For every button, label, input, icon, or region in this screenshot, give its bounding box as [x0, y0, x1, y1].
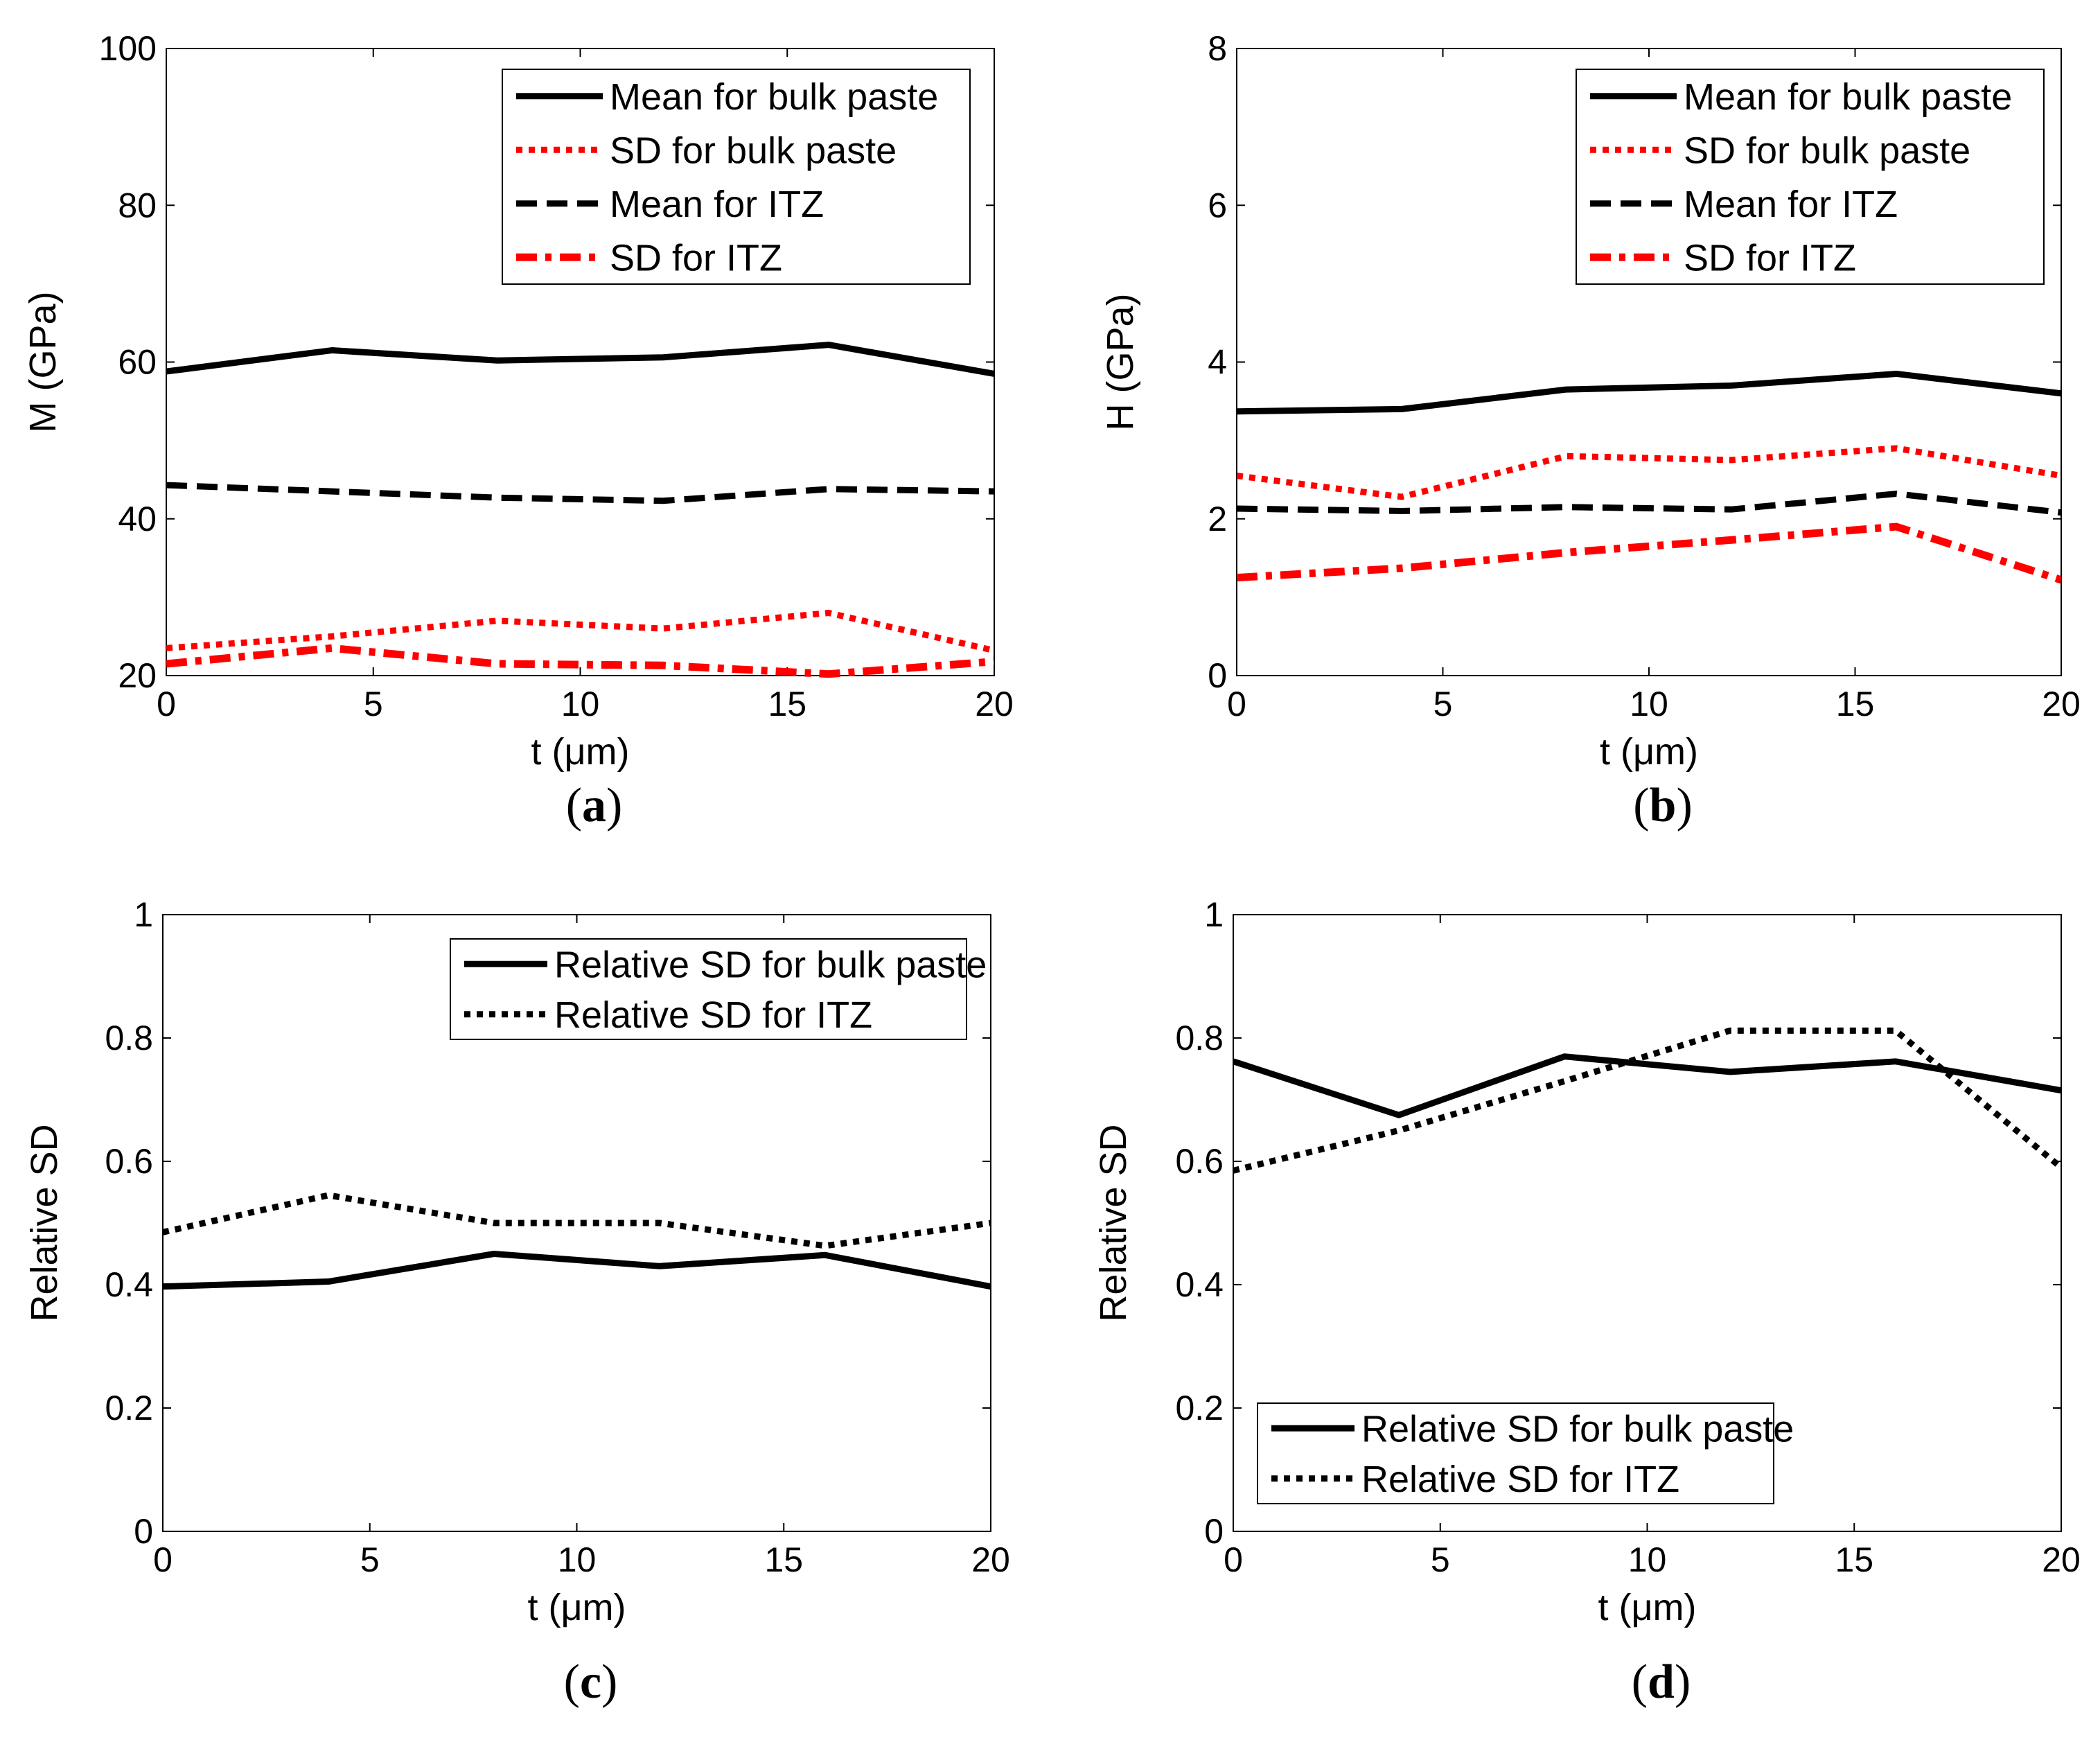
legend-box — [1576, 69, 2045, 285]
y-tick-label: 80 — [118, 186, 157, 225]
legend-entry: Mean for bulk paste — [1684, 76, 2012, 118]
series-line-3 — [1237, 491, 2061, 516]
series-line-3 — [166, 482, 994, 504]
y-tick-label: 0.2 — [1175, 1389, 1224, 1427]
legend-box — [1257, 1402, 1774, 1504]
x-tick-label: 10 — [561, 685, 600, 723]
x-tick-label: 0 — [1227, 685, 1246, 723]
y-tick-label: 20 — [118, 656, 157, 695]
legend-entry: Mean for ITZ — [610, 184, 824, 225]
x-tick-label: 15 — [1836, 685, 1875, 723]
legend: Relative SD for bulk paste Relative SD fo… — [1257, 1402, 1794, 1504]
x-tick-label: 20 — [975, 685, 1014, 723]
y-tick-label: 4 — [1208, 343, 1227, 382]
chart-panel-a: 0 5 10 15 20 20 40 60 80 100 t (μm) M (GPa) Mean for… — [22, 29, 1014, 832]
legend-entry: Mean for bulk paste — [610, 76, 938, 118]
x-tick-label: 20 — [2042, 685, 2081, 723]
x-axis-label: t (μm) — [531, 731, 629, 773]
x-tick-label: 0 — [153, 1540, 173, 1579]
series-line-4 — [166, 644, 994, 678]
y-tick-label: 0.2 — [105, 1389, 153, 1427]
x-tick-label: 10 — [1630, 685, 1668, 723]
series-line-2 — [1233, 1027, 2061, 1174]
series-line-2 — [166, 610, 994, 654]
y-tick-label: 0.4 — [105, 1265, 153, 1304]
legend: Relative SD for bulk paste Relative SD fo… — [450, 938, 987, 1040]
legend-entry: Relative SD for ITZ — [1361, 1459, 1679, 1500]
y-axis-label: M (GPa) — [22, 291, 64, 432]
chart-panel-d: 0 5 10 15 20 0 0.2 0.4 0.6 0.8 1 t (μm) Relative SD R… — [1093, 895, 2081, 1709]
series-line-1 — [1233, 1053, 2061, 1118]
x-tick-label: 20 — [971, 1540, 1010, 1579]
x-tick-label: 15 — [1835, 1540, 1873, 1579]
panel-label: (c) — [564, 1655, 618, 1709]
y-tick-label: 1 — [134, 895, 153, 934]
y-tick-label: 0.8 — [105, 1019, 153, 1057]
panel-label: (d) — [1632, 1655, 1691, 1709]
y-tick-label: 2 — [1208, 500, 1227, 538]
legend-entry: SD for bulk paste — [610, 130, 897, 171]
x-tick-label: 15 — [764, 1540, 803, 1579]
x-axis-label: t (μm) — [527, 1587, 626, 1628]
legend-entry: SD for ITZ — [1684, 237, 1856, 279]
x-tick-label: 0 — [157, 685, 176, 723]
chart-panel-c: 0 5 10 15 20 0 0.2 0.4 0.6 0.8 1 t (μm) Relative SD R… — [24, 895, 1010, 1709]
series-line-1 — [163, 1251, 991, 1290]
legend-entry: Relative SD for bulk paste — [1361, 1408, 1794, 1450]
y-tick-label: 0 — [1204, 1512, 1224, 1551]
legend-box — [502, 69, 971, 285]
series-line-2 — [163, 1192, 991, 1249]
series-line-1 — [1237, 370, 2061, 415]
legend-entry: Relative SD for bulk paste — [554, 944, 987, 985]
x-tick-label: 20 — [2042, 1540, 2081, 1579]
y-tick-label: 40 — [118, 500, 157, 538]
y-axis-label: Relative SD — [1093, 1124, 1134, 1321]
x-tick-label: 5 — [1431, 1540, 1450, 1579]
legend: Mean for bulk paste SD for bulk paste Mean… — [1576, 69, 2045, 285]
series-line-2 — [1237, 445, 2061, 500]
y-axis-label: Relative SD — [24, 1124, 65, 1321]
x-tick-label: 15 — [768, 685, 806, 723]
y-tick-label: 0.8 — [1175, 1019, 1224, 1057]
chart-panel-b: 0 5 10 15 20 0 2 4 6 8 t (μm) H (GPa) Mean for bulk … — [1100, 29, 2081, 832]
legend-entry: Relative SD for ITZ — [554, 994, 872, 1036]
legend: Mean for bulk paste SD for bulk paste Mean… — [502, 69, 971, 285]
legend-box — [450, 938, 967, 1040]
y-tick-label: 0.4 — [1175, 1265, 1224, 1304]
x-tick-label: 5 — [360, 1540, 380, 1579]
x-tick-label: 5 — [1433, 685, 1453, 723]
y-tick-label: 0.6 — [105, 1142, 153, 1181]
y-tick-label: 6 — [1208, 186, 1227, 225]
y-tick-label: 1 — [1204, 895, 1224, 934]
y-tick-label: 100 — [99, 29, 157, 68]
legend-entry: Mean for ITZ — [1684, 184, 1898, 225]
series-line-4 — [1237, 522, 2061, 584]
y-tick-label: 0.6 — [1175, 1142, 1224, 1181]
x-axis-label: t (μm) — [1600, 731, 1698, 773]
x-axis-label: t (μm) — [1598, 1587, 1696, 1628]
x-tick-label: 10 — [1628, 1540, 1667, 1579]
x-tick-label: 10 — [558, 1540, 597, 1579]
y-tick-label: 0 — [1208, 656, 1227, 695]
x-tick-label: 0 — [1224, 1540, 1243, 1579]
y-axis-label: H (GPa) — [1100, 293, 1141, 430]
y-tick-label: 8 — [1208, 29, 1227, 68]
x-tick-label: 5 — [364, 685, 383, 723]
y-tick-label: 0 — [134, 1512, 153, 1551]
legend-entry: SD for bulk paste — [1684, 130, 1970, 171]
panel-label: (a) — [566, 779, 623, 832]
legend-entry: SD for ITZ — [610, 237, 782, 279]
series-line-1 — [166, 342, 994, 377]
y-tick-label: 60 — [118, 343, 157, 382]
panel-label: (b) — [1633, 779, 1693, 832]
